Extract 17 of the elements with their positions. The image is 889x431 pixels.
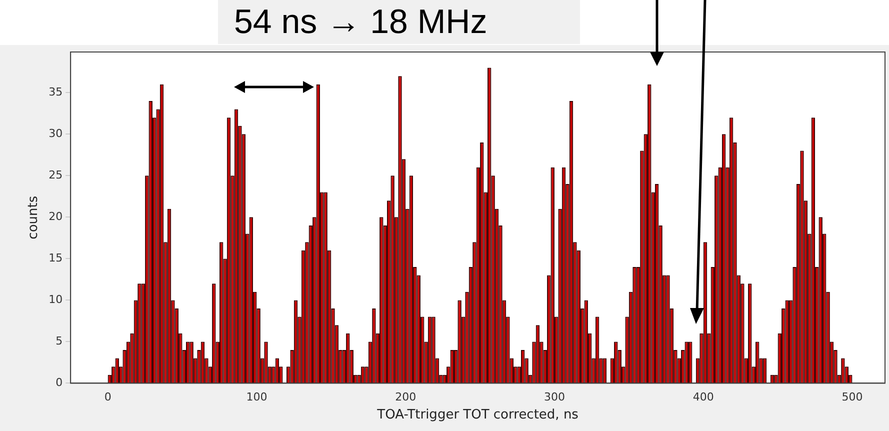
text: 54 ns → 18 MHz <box>218 0 580 44</box>
y-tick-label: 0 <box>56 376 63 390</box>
x-tick-label: 300 <box>544 390 565 404</box>
y-tick-label: 30 <box>48 127 63 140</box>
x-tick-label: 500 <box>842 390 863 404</box>
x-tick-label: 100 <box>246 390 268 404</box>
x-tick-label: 200 <box>395 390 416 404</box>
y-tick-label: 20 <box>48 210 63 224</box>
y-tick-label: 10 <box>48 293 63 306</box>
x-axis-title: TOA-Ttrigger TOT corrected, ns <box>376 408 579 423</box>
y-tick-label: 35 <box>48 86 63 99</box>
y-tick-label: 25 <box>48 168 63 182</box>
x-tick-label: 400 <box>692 390 714 404</box>
y-axis-title: counts <box>26 196 42 240</box>
x-tick-label: 0 <box>104 390 112 404</box>
y-tick-label: 15 <box>48 252 63 265</box>
y-tick-label: 5 <box>56 334 63 348</box>
